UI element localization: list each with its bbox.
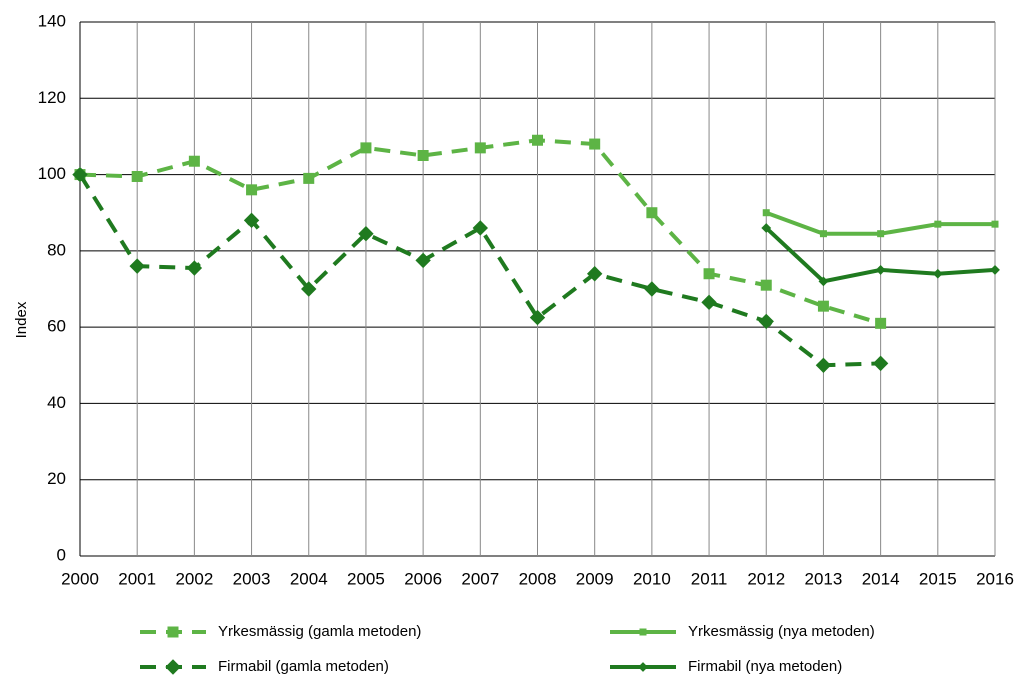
legend-label: Firmabil (nya metoden)	[688, 658, 842, 675]
marker	[167, 626, 179, 638]
x-tick-label: 2013	[805, 569, 843, 588]
marker	[165, 659, 181, 675]
y-tick-label: 40	[47, 393, 66, 412]
marker	[760, 279, 772, 291]
marker	[877, 230, 885, 238]
y-tick-label: 100	[38, 164, 66, 183]
x-tick-label: 2016	[976, 569, 1014, 588]
marker	[761, 223, 772, 233]
marker	[589, 138, 601, 150]
marker	[188, 155, 200, 167]
x-tick-label: 2003	[233, 569, 271, 588]
x-tick-label: 2000	[61, 569, 99, 588]
marker	[872, 355, 889, 372]
marker	[815, 357, 832, 373]
legend-label: Yrkesmässig (nya metoden)	[688, 623, 875, 640]
x-tick-label: 2009	[576, 569, 614, 588]
y-tick-label: 20	[47, 469, 66, 488]
x-tick-label: 2012	[747, 569, 785, 588]
series-line	[78, 173, 881, 368]
y-tick-label: 60	[47, 317, 66, 336]
marker	[932, 268, 943, 279]
marker	[638, 662, 648, 672]
marker	[875, 265, 886, 275]
x-tick-label: 2004	[290, 569, 328, 588]
x-tick-label: 2015	[919, 569, 957, 588]
x-tick-label: 2011	[691, 569, 728, 588]
marker	[644, 281, 660, 297]
marker	[246, 184, 258, 196]
marker	[417, 150, 429, 161]
x-tick-label: 2007	[461, 569, 499, 588]
marker	[72, 166, 88, 183]
marker	[186, 260, 203, 276]
marker	[360, 142, 372, 154]
y-tick-label: 120	[38, 88, 66, 107]
marker	[529, 309, 546, 326]
marker	[762, 209, 770, 217]
marker	[415, 252, 431, 269]
legend-label: Firmabil (gamla metoden)	[218, 658, 389, 675]
marker	[131, 170, 143, 182]
marker	[817, 300, 829, 312]
marker	[129, 258, 145, 274]
x-tick-label: 2014	[862, 569, 900, 588]
marker	[818, 276, 829, 287]
marker	[639, 628, 647, 636]
marker	[472, 220, 489, 236]
marker	[301, 281, 317, 297]
y-tick-label: 80	[47, 240, 66, 259]
marker	[532, 134, 543, 146]
x-tick-label: 2002	[175, 569, 213, 588]
marker	[990, 265, 1000, 275]
marker	[819, 230, 827, 238]
marker	[875, 317, 887, 329]
x-tick-label: 2008	[519, 569, 557, 588]
marker	[358, 225, 374, 242]
y-tick-label: 0	[57, 545, 66, 564]
x-tick-label: 2001	[118, 569, 156, 588]
marker	[586, 266, 603, 282]
y-tick-label: 140	[38, 11, 66, 30]
marker	[303, 172, 315, 184]
marker	[934, 220, 942, 228]
marker	[474, 142, 486, 154]
x-tick-label: 2005	[347, 569, 385, 588]
x-tick-label: 2010	[633, 569, 671, 588]
marker	[991, 220, 999, 228]
marker	[701, 294, 717, 311]
marker	[758, 313, 774, 330]
legend-label: Yrkesmässig (gamla metoden)	[218, 623, 421, 640]
y-axis-label: Index	[13, 301, 30, 338]
marker	[646, 207, 658, 219]
x-tick-label: 2006	[404, 569, 442, 588]
marker	[243, 212, 260, 229]
marker	[703, 268, 715, 280]
